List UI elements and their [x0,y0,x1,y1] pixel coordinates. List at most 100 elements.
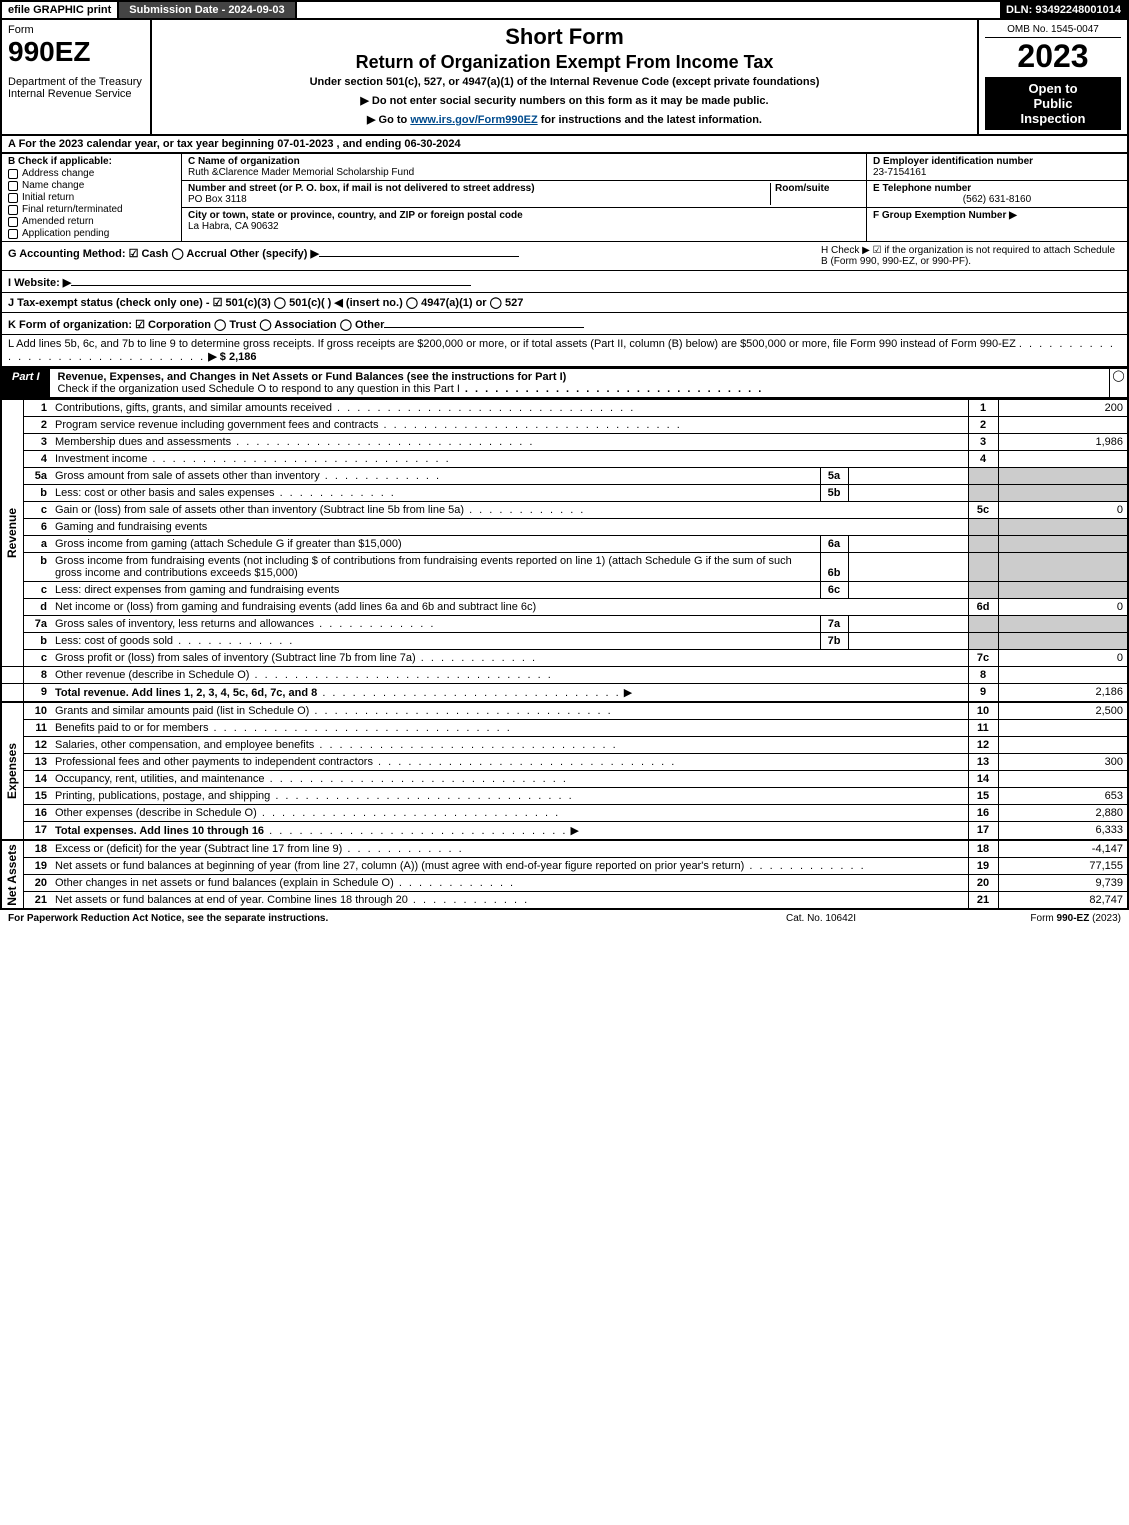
line-1-val: 200 [998,400,1128,417]
j-text: J Tax-exempt status (check only one) - ☑… [8,297,523,309]
line-4-rnum: 4 [968,451,998,468]
line-3-desc: Membership dues and assessments [51,434,968,451]
row-11: 11 Benefits paid to or for members 11 [1,720,1128,737]
line-18-rnum: 18 [968,840,998,858]
line-7b-rval [998,633,1128,650]
irs-link[interactable]: www.irs.gov/Form990EZ [410,114,537,126]
b-item-2: Initial return [22,192,74,203]
line-7a-rval [998,616,1128,633]
i-label: I Website: ▶ [8,277,71,289]
line-7a-num: 7a [23,616,51,633]
part-i-checkbox[interactable]: ◯ [1109,369,1127,397]
line-5c-num: c [23,502,51,519]
row-15: 15 Printing, publications, postage, and … [1,788,1128,805]
line-8-num: 8 [23,667,51,684]
d-label: D Employer identification number [873,156,1033,167]
row-7a: 7a Gross sales of inventory, less return… [1,616,1128,633]
form-meta-box: OMB No. 1545-0047 2023 Open to Public In… [977,20,1127,134]
side-blank-9 [1,684,23,703]
line-10-desc: Grants and similar amounts paid (list in… [51,702,968,720]
line-17-desc: Total expenses. Add lines 10 through 16 … [51,822,968,841]
line-6d-rnum: 6d [968,599,998,616]
line-6-rval [998,519,1128,536]
line-5b-rnum [968,485,998,502]
row-20: 20 Other changes in net assets or fund b… [1,875,1128,892]
bullet-goto: ▶ Go to www.irs.gov/Form990EZ for instru… [158,113,971,126]
check-address-change[interactable]: Address change [8,168,175,179]
check-final-return[interactable]: Final return/terminated [8,204,175,215]
line-16-num: 16 [23,805,51,822]
line-1-desc: Contributions, gifts, grants, and simila… [51,400,968,417]
line-5a-rnum [968,468,998,485]
line-21-desc: Net assets or fund balances at end of ye… [51,892,968,910]
line-4-num: 4 [23,451,51,468]
part-i-dots [460,383,763,395]
form-label: Form [8,24,144,36]
line-5c-rnum: 5c [968,502,998,519]
line-5a-inval [848,468,968,485]
line-6c-inval [848,582,968,599]
check-initial-return[interactable]: Initial return [8,192,175,203]
part-i-sub: Check if the organization used Schedule … [58,383,460,395]
side-netassets: Net Assets [1,840,23,909]
line-7c-desc: Gross profit or (loss) from sales of inv… [51,650,968,667]
checkbox-icon[interactable] [8,217,18,227]
footer-catno: Cat. No. 10642I [721,913,921,924]
checkbox-icon[interactable] [8,229,18,239]
footer-right-pre: Form [1030,913,1056,924]
row-10: Expenses 10 Grants and similar amounts p… [1,702,1128,720]
line-6d-num: d [23,599,51,616]
line-16-val: 2,880 [998,805,1128,822]
line-11-desc: Benefits paid to or for members [51,720,968,737]
line-14-desc: Occupancy, rent, utilities, and maintena… [51,771,968,788]
form-header: Form 990EZ Department of the Treasury In… [0,20,1129,136]
line-15-rnum: 15 [968,788,998,805]
line-19-num: 19 [23,858,51,875]
city-value: La Habra, CA 90632 [188,221,279,232]
checkbox-icon[interactable] [8,169,18,179]
line-17-val: 6,333 [998,822,1128,841]
line-11-num: 11 [23,720,51,737]
side-revenue: Revenue [1,400,23,667]
dln-label: DLN: 93492248001014 [1000,2,1127,18]
line-16-rnum: 16 [968,805,998,822]
checkbox-icon[interactable] [8,181,18,191]
check-name-change[interactable]: Name change [8,180,175,191]
line-15-val: 653 [998,788,1128,805]
b-item-4: Amended return [22,216,94,227]
line-6-rnum [968,519,998,536]
irs-label: Internal Revenue Service [8,88,144,100]
line-16-desc: Other expenses (describe in Schedule O) [51,805,968,822]
line-8-rnum: 8 [968,667,998,684]
l-text: L Add lines 5b, 6c, and 7b to line 9 to … [8,338,1016,350]
line-6a-rnum [968,536,998,553]
line-6b-desc: Gross income from fundraising events (no… [51,553,820,582]
ein-value: 23-7154161 [873,167,926,178]
line-5b-rval [998,485,1128,502]
checkbox-icon[interactable] [8,205,18,215]
efile-print-label[interactable]: efile GRAPHIC print [2,2,117,18]
line-10-num: 10 [23,702,51,720]
street-row: Number and street (or P. O. box, if mail… [182,181,866,208]
line-2-rnum: 2 [968,417,998,434]
line-7c-num: c [23,650,51,667]
line-3-num: 3 [23,434,51,451]
open-line1: Open to [989,81,1117,96]
checkbox-icon[interactable] [8,193,18,203]
section-c-and-right: C Name of organization Ruth &Clarence Ma… [182,154,1127,241]
side-blank-8 [1,667,23,684]
line-6a-desc: Gross income from gaming (attach Schedul… [51,536,820,553]
line-4-desc: Investment income [51,451,968,468]
form-id-box: Form 990EZ Department of the Treasury In… [2,20,152,134]
check-amended-return[interactable]: Amended return [8,216,175,227]
check-application-pending[interactable]: Application pending [8,228,175,239]
line-9-desc: Total revenue. Add lines 1, 2, 3, 4, 5c,… [51,684,968,703]
line-7b-desc: Less: cost of goods sold [51,633,820,650]
row-5a: 5a Gross amount from sale of assets othe… [1,468,1128,485]
goto-post: for instructions and the latest informat… [538,114,762,126]
line-15-desc: Printing, publications, postage, and shi… [51,788,968,805]
submission-date-label: Submission Date - 2024-09-03 [117,2,296,18]
section-bcdef: B Check if applicable: Address change Na… [0,154,1129,242]
title-return: Return of Organization Exempt From Incom… [158,52,971,73]
section-e: E Telephone number (562) 631-8160 [867,181,1127,208]
